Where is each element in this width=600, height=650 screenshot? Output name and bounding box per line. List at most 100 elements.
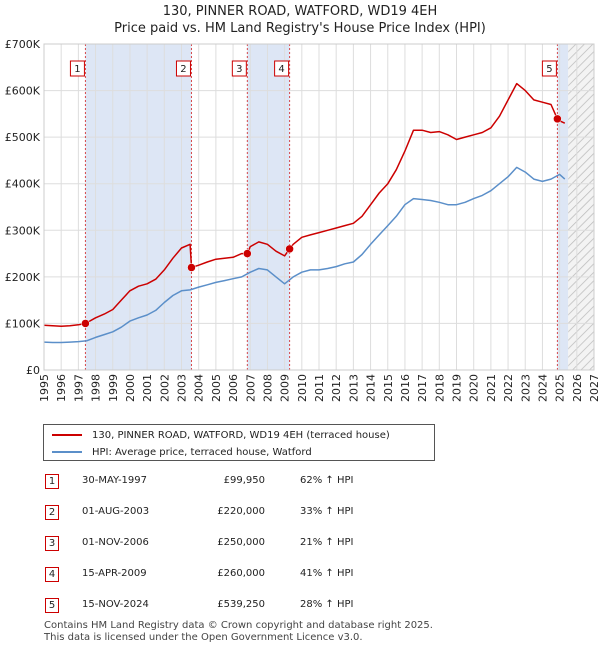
- transaction-price: £539,250: [217, 599, 265, 610]
- legend-item-hpi: HPI: Average price, terraced house, Watf…: [52, 444, 312, 460]
- x-tick-label: 2004: [193, 374, 206, 402]
- x-tick-label: 2015: [382, 374, 395, 402]
- table-row: 3 01-NOV-2006 £250,000 21% ↑ HPI: [0, 530, 600, 558]
- x-tick-label: 2002: [158, 374, 171, 402]
- x-tick-label: 2025: [554, 374, 567, 402]
- transaction-hpi: 28% ↑ HPI: [300, 599, 354, 610]
- x-tick-label: 2020: [468, 374, 481, 402]
- legend: 130, PINNER ROAD, WATFORD, WD19 4EH (ter…: [43, 424, 435, 461]
- x-tick-label: 2000: [124, 374, 137, 402]
- sale-label-number: 3: [236, 64, 242, 75]
- x-tick-label: 2008: [261, 374, 274, 402]
- x-tick-label: 2021: [485, 374, 498, 402]
- x-tick-label: 2013: [347, 374, 360, 402]
- legend-swatch-hpi: [52, 451, 82, 453]
- sale-label-number: 5: [546, 64, 552, 75]
- sale-marker: [243, 249, 252, 258]
- shaded-period: [247, 44, 290, 370]
- chart-subtitle: Price paid vs. HM Land Registry's House …: [114, 21, 486, 36]
- table-row: 1 30-MAY-1997 £99,950 62% ↑ HPI: [0, 468, 600, 496]
- transaction-price: £220,000: [217, 506, 265, 517]
- copyright-notice: Contains HM Land Registry data © Crown c…: [44, 620, 433, 631]
- y-tick-label: £500K: [5, 131, 41, 144]
- x-tick-label: 2006: [227, 374, 240, 402]
- transaction-number: 3: [45, 536, 59, 551]
- x-tick-label: 2001: [141, 374, 154, 402]
- x-tick-label: 2014: [365, 374, 378, 402]
- transaction-date: 15-APR-2009: [82, 568, 147, 579]
- x-tick-label: 1996: [55, 374, 68, 402]
- x-tick-label: 2005: [210, 374, 223, 402]
- sale-marker: [285, 244, 294, 254]
- x-tick-label: 2022: [502, 374, 515, 402]
- transaction-price: £250,000: [217, 537, 265, 548]
- y-tick-label: £700K: [5, 38, 41, 51]
- legend-swatch-property: [52, 434, 82, 436]
- sale-label-number: 4: [278, 64, 284, 75]
- transaction-price: £99,950: [223, 475, 265, 486]
- x-tick-label: 2026: [571, 374, 584, 402]
- sale-marker: [553, 114, 562, 124]
- x-tick-label: 2016: [399, 374, 412, 402]
- transaction-hpi: 62% ↑ HPI: [300, 475, 354, 486]
- x-tick-label: 2009: [279, 374, 292, 402]
- chart-title: 130, PINNER ROAD, WATFORD, WD19 4EH: [162, 4, 438, 19]
- legend-label-hpi: HPI: Average price, terraced house, Watf…: [92, 446, 312, 458]
- table-row: 2 01-AUG-2003 £220,000 33% ↑ HPI: [0, 499, 600, 527]
- y-tick-label: £200K: [5, 271, 41, 284]
- y-tick-label: £400K: [5, 178, 41, 191]
- sale-label-box: [274, 60, 290, 77]
- chart: 1 2 3 4 5 £0 £100K £200K £300K £400K £500K £600K £7…: [5, 38, 600, 402]
- y-tick-label: £300K: [5, 224, 41, 237]
- legend-label-property: 130, PINNER ROAD, WATFORD, WD19 4EH (ter…: [92, 429, 390, 441]
- transaction-hpi: 33% ↑ HPI: [300, 506, 354, 517]
- x-tick-label: 1997: [72, 374, 85, 402]
- sale-marker: [81, 319, 90, 328]
- y-tick-label: £0: [26, 364, 40, 377]
- sale-marker: [187, 263, 196, 272]
- transaction-number: 2: [45, 505, 59, 520]
- shaded-period: [85, 44, 192, 370]
- x-tick-label: 2012: [330, 374, 343, 402]
- x-tick-label: 2027: [588, 374, 600, 402]
- transaction-price: £260,000: [217, 568, 265, 579]
- x-tick-label: 2023: [519, 374, 532, 402]
- transaction-number: 1: [45, 474, 59, 489]
- legend-item-property: 130, PINNER ROAD, WATFORD, WD19 4EH (ter…: [52, 427, 390, 443]
- transaction-hpi: 21% ↑ HPI: [300, 537, 354, 548]
- licence-notice: This data is licensed under the Open Gov…: [44, 632, 363, 643]
- x-tick-label: 1999: [107, 374, 120, 402]
- x-tick-label: 1998: [90, 374, 103, 402]
- x-tick-label: 1995: [38, 374, 51, 402]
- transaction-number: 4: [45, 567, 59, 582]
- x-tick-label: 2003: [176, 374, 189, 402]
- table-row: 4 15-APR-2009 £260,000 41% ↑ HPI: [0, 561, 600, 589]
- forecast-hatch: [568, 44, 594, 370]
- x-tick-label: 2024: [536, 374, 549, 402]
- x-tick-label: 2011: [313, 374, 326, 402]
- transaction-date: 01-AUG-2003: [82, 506, 150, 517]
- x-tick-label: 2010: [296, 374, 309, 402]
- sale-label-box: [231, 60, 247, 77]
- shaded-period: [557, 44, 569, 370]
- x-tick-label: 2017: [416, 374, 429, 402]
- sale-label-box: [175, 60, 191, 77]
- sale-label-number: 1: [74, 64, 80, 75]
- y-tick-label: £100K: [5, 317, 41, 330]
- transaction-number: 5: [45, 598, 59, 613]
- transaction-date: 01-NOV-2006: [82, 537, 149, 548]
- property-series-line: [43, 82, 566, 327]
- x-tick-label: 2007: [244, 374, 257, 402]
- transaction-date: 30-MAY-1997: [82, 475, 148, 486]
- transaction-hpi: 41% ↑ HPI: [300, 568, 354, 579]
- transaction-date: 15-NOV-2024: [82, 599, 149, 610]
- plot-border: [43, 43, 595, 371]
- sale-label-box: [541, 60, 557, 77]
- sale-label-box: [69, 60, 85, 77]
- x-tick-label: 2018: [433, 374, 446, 402]
- y-tick-label: £600K: [5, 85, 41, 98]
- x-tick-label: 2019: [451, 374, 464, 402]
- table-row: 5 15-NOV-2024 £539,250 28% ↑ HPI: [0, 592, 600, 620]
- hpi-series-line: [43, 166, 566, 344]
